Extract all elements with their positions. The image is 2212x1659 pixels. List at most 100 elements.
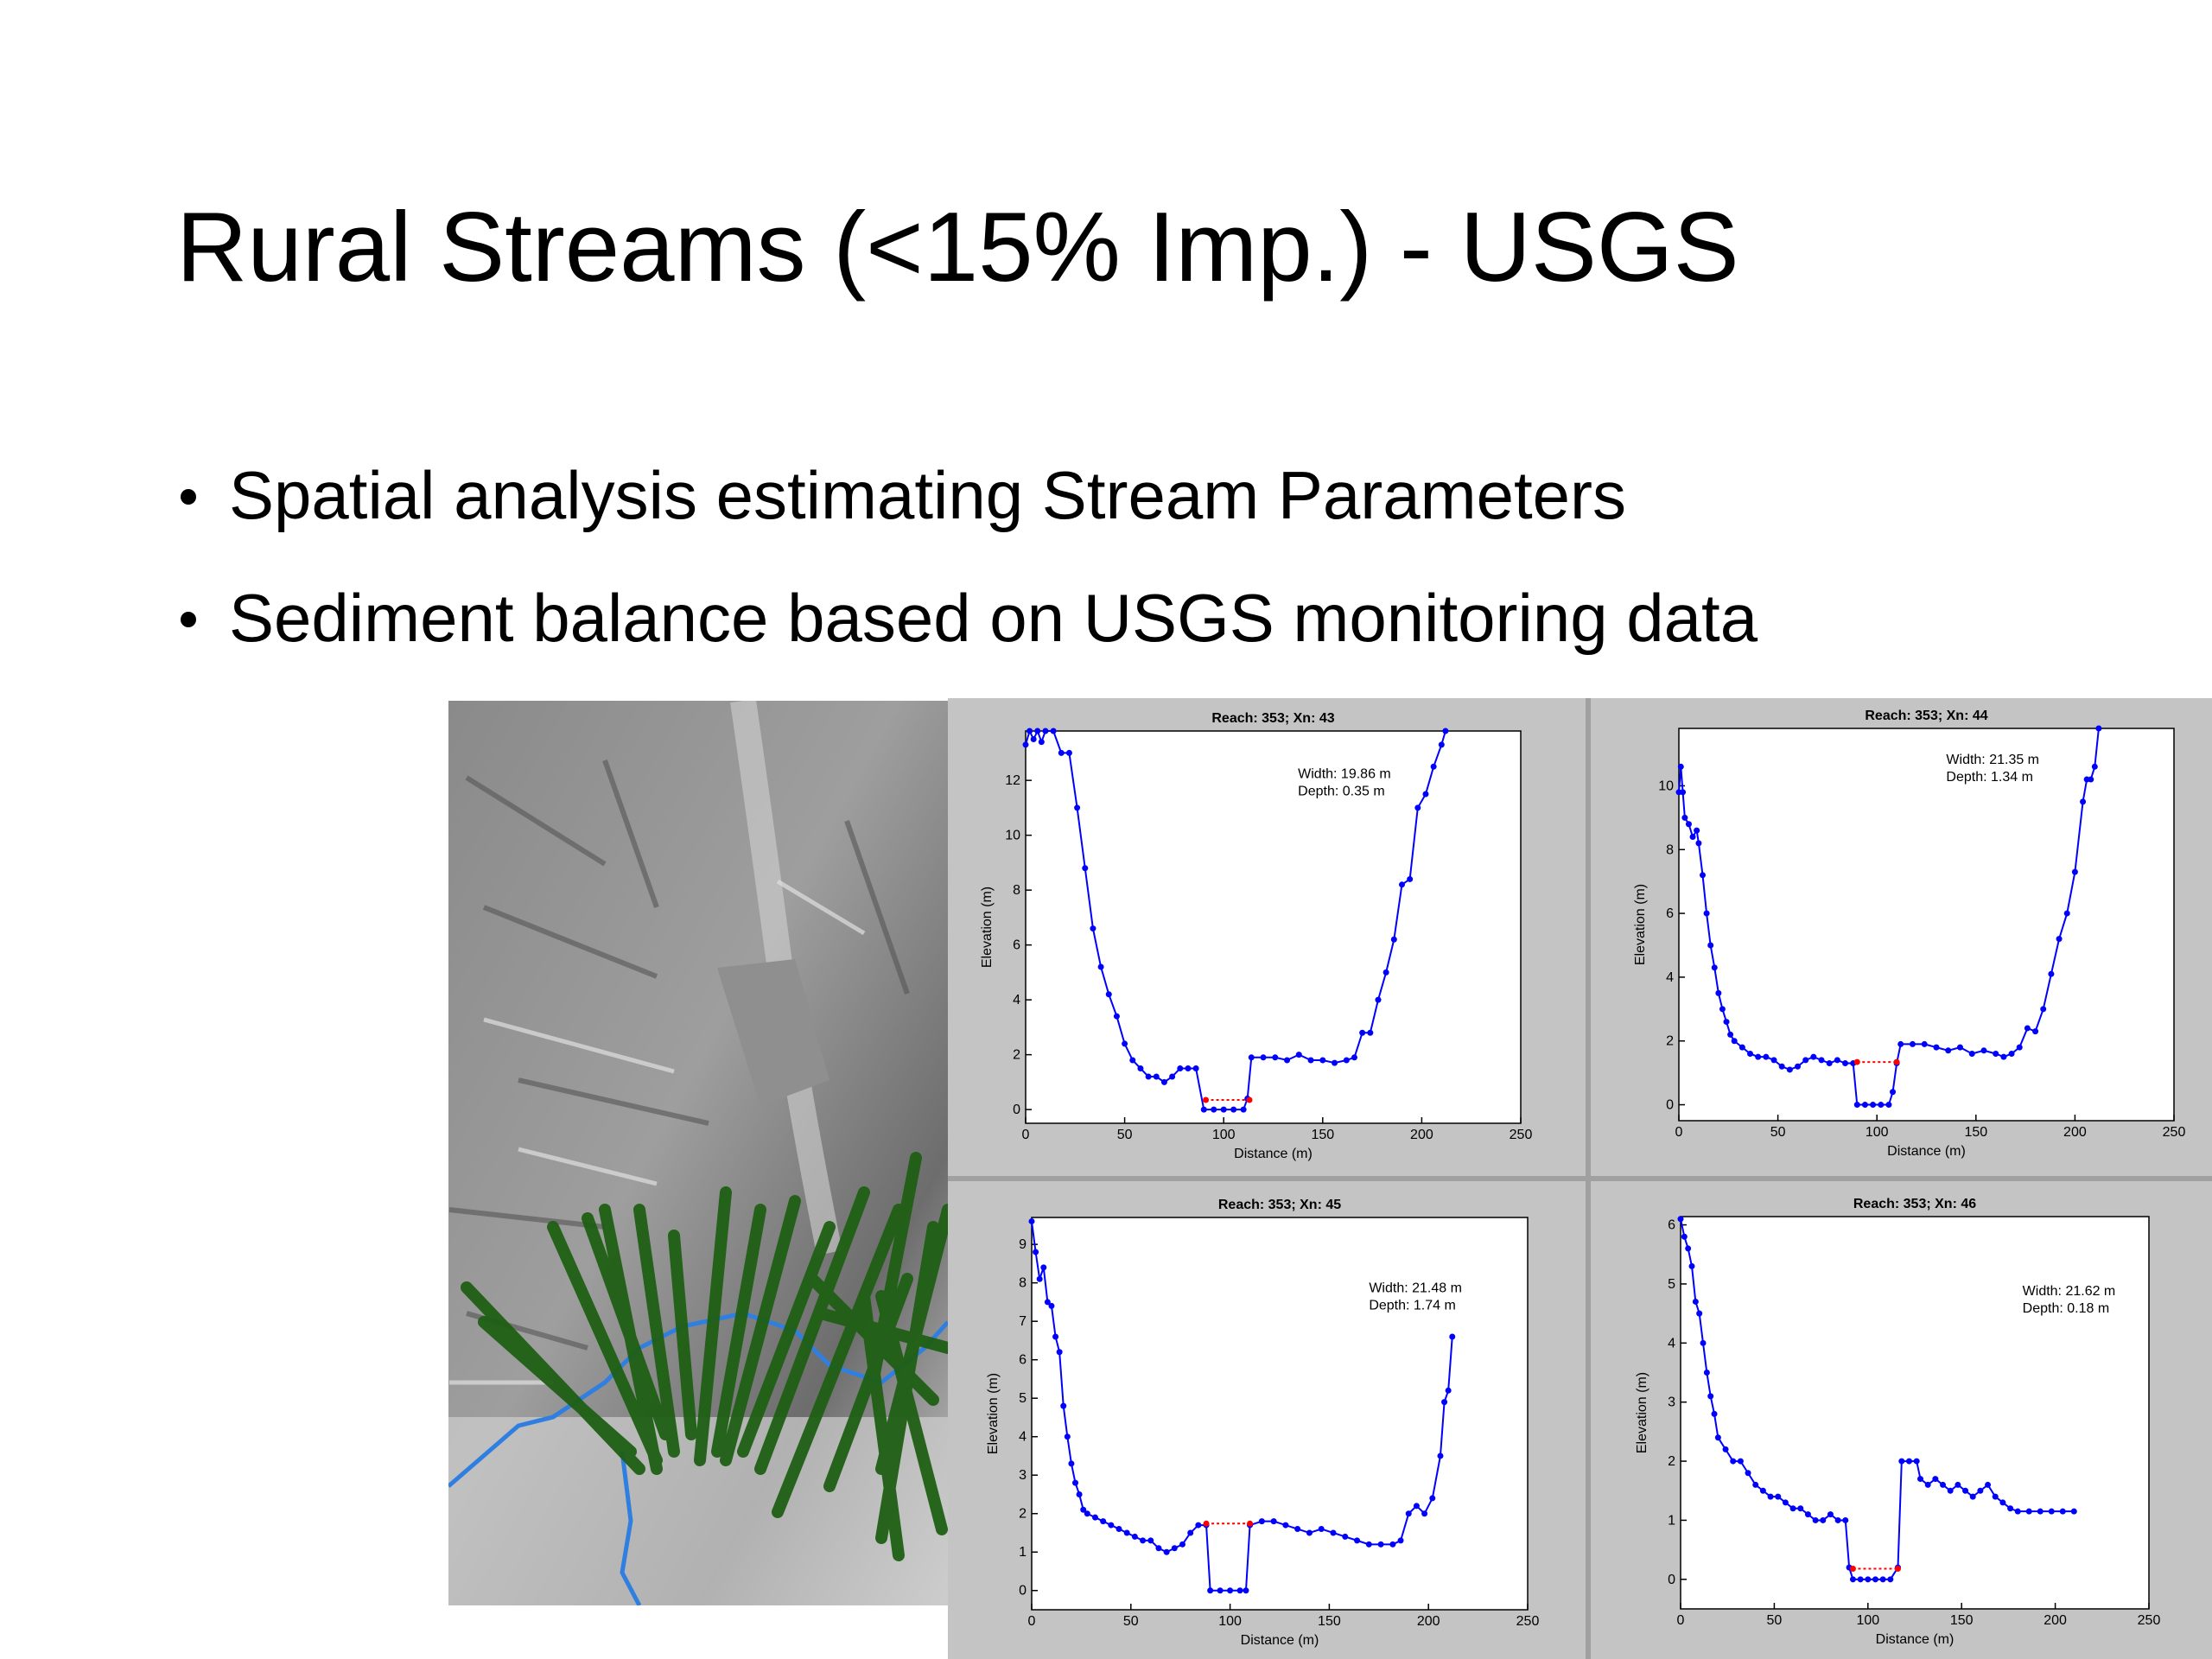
hillshade-map bbox=[448, 701, 948, 1605]
profile-point bbox=[1211, 1106, 1217, 1113]
x-tick-label: 50 bbox=[1117, 1128, 1133, 1142]
x-tick-label: 100 bbox=[1218, 1614, 1242, 1629]
profile-point bbox=[1956, 1044, 1963, 1051]
profile-point bbox=[1192, 1065, 1199, 1072]
bullet-text: Sediment balance based on USGS monitorin… bbox=[229, 580, 1758, 656]
profile-point bbox=[1108, 1522, 1115, 1529]
profile-point bbox=[2070, 1508, 2077, 1515]
plot-area bbox=[1678, 728, 2175, 1122]
slide-title: Rural Streams (<15% Imp.) - USGS bbox=[176, 193, 1739, 302]
profile-point bbox=[1022, 741, 1029, 748]
profile-point bbox=[1782, 1499, 1789, 1506]
profile-point bbox=[1354, 1537, 1361, 1544]
x-tick-label: 150 bbox=[1964, 1125, 1987, 1140]
y-tick-label: 6 bbox=[1019, 1353, 1027, 1368]
profile-point bbox=[1913, 1458, 1920, 1465]
profile-point bbox=[1163, 1548, 1170, 1555]
profile-point bbox=[1695, 840, 1702, 847]
profile-point bbox=[1307, 1057, 1314, 1064]
profile-point bbox=[1413, 1503, 1420, 1510]
profile-point bbox=[1703, 910, 1710, 917]
y-tick-label: 4 bbox=[1666, 970, 1674, 985]
profile-point bbox=[1804, 1511, 1811, 1518]
y-tick-label: 0 bbox=[1019, 1584, 1027, 1599]
chart: Reach: 353; Xn: 44 Distance (m) Elevation … bbox=[1633, 709, 2185, 1159]
profile-point bbox=[2014, 1508, 2021, 1515]
profile-point bbox=[1940, 1481, 1947, 1488]
profile-point bbox=[1921, 1040, 1928, 1047]
profile-point bbox=[1377, 1541, 1384, 1548]
profile-point bbox=[1909, 1040, 1916, 1047]
profile-point bbox=[1755, 1053, 1762, 1060]
profile-point bbox=[1442, 728, 1449, 734]
profile-point bbox=[1677, 1216, 1684, 1223]
y-tick-label: 1 bbox=[1019, 1545, 1027, 1560]
profile-point bbox=[1270, 1518, 1277, 1525]
plot-area bbox=[1025, 730, 1522, 1124]
profile-point bbox=[1113, 1013, 1120, 1020]
x-tick-label: 150 bbox=[1950, 1613, 1974, 1628]
profile-point bbox=[1445, 1387, 1452, 1394]
profile-point bbox=[1878, 1102, 1885, 1109]
profile-point bbox=[1248, 1054, 1255, 1061]
profile-point bbox=[1999, 1499, 2006, 1506]
profile-point bbox=[1052, 1333, 1059, 1340]
x-tick-label: 250 bbox=[1510, 1128, 1533, 1142]
profile-point bbox=[2056, 936, 2063, 943]
profile-point bbox=[1137, 1065, 1144, 1072]
y-tick-label: 0 bbox=[1666, 1098, 1674, 1113]
profile-point bbox=[1681, 1233, 1688, 1240]
profile-point bbox=[1692, 1298, 1699, 1305]
profile-point bbox=[1080, 1506, 1087, 1513]
profile-point bbox=[1842, 1516, 1849, 1523]
profile-point bbox=[1719, 1006, 1726, 1013]
profile-point bbox=[1091, 1514, 1098, 1521]
profile-point bbox=[1318, 1526, 1325, 1533]
profile-point bbox=[1351, 1054, 1357, 1061]
x-tick-label: 0 bbox=[1675, 1125, 1683, 1140]
profile-point bbox=[1812, 1516, 1819, 1523]
profile-point bbox=[2025, 1508, 2032, 1515]
profile-point bbox=[1042, 728, 1049, 734]
profile-point bbox=[1827, 1511, 1834, 1518]
profile-point bbox=[2063, 910, 2070, 917]
y-tick-label: 4 bbox=[1668, 1336, 1675, 1351]
profile-point bbox=[1730, 1458, 1737, 1465]
profile-point bbox=[1258, 1518, 1265, 1525]
profile-point bbox=[1879, 1576, 1886, 1583]
x-tick-label: 150 bbox=[1318, 1614, 1341, 1629]
profile-point bbox=[1260, 1054, 1267, 1061]
profile-point bbox=[1810, 1053, 1817, 1060]
profile-point bbox=[1272, 1054, 1279, 1061]
y-tick-label: 3 bbox=[1668, 1395, 1675, 1410]
profile-point bbox=[1227, 1587, 1234, 1594]
profile-point bbox=[1171, 1545, 1178, 1552]
y-axis-label: Elevation (m) bbox=[1633, 884, 1648, 965]
profile-point bbox=[1853, 1058, 1860, 1065]
y-tick-label: 8 bbox=[1019, 1276, 1027, 1291]
profile-point bbox=[1700, 872, 1707, 879]
x-axis-label: Distance (m) bbox=[1234, 1147, 1313, 1161]
profile-point bbox=[1894, 1566, 1901, 1573]
profile-point bbox=[1789, 1505, 1796, 1512]
profile-point bbox=[1438, 741, 1445, 748]
y-tick-label: 1 bbox=[1668, 1513, 1675, 1528]
annotation: Width: 21.48 m bbox=[1369, 1281, 1462, 1295]
profile-point bbox=[1849, 1566, 1856, 1573]
y-tick-label: 8 bbox=[1666, 842, 1674, 857]
profile-point bbox=[1405, 1510, 1412, 1517]
chart-title: Reach: 353; Xn: 45 bbox=[1218, 1198, 1341, 1212]
plot-area bbox=[1680, 1216, 2150, 1610]
profile-point bbox=[1082, 865, 1089, 872]
profile-point bbox=[1694, 827, 1700, 834]
profile-point bbox=[1853, 1102, 1860, 1109]
profile-point bbox=[1711, 964, 1718, 971]
profile-point bbox=[1034, 728, 1041, 734]
profile-point bbox=[1187, 1529, 1194, 1536]
profile-point bbox=[1747, 1050, 1754, 1057]
profile-point bbox=[1786, 1066, 1793, 1073]
y-tick-label: 6 bbox=[1013, 938, 1020, 953]
profile-point bbox=[2059, 1508, 2066, 1515]
profile-point bbox=[1060, 1402, 1067, 1409]
